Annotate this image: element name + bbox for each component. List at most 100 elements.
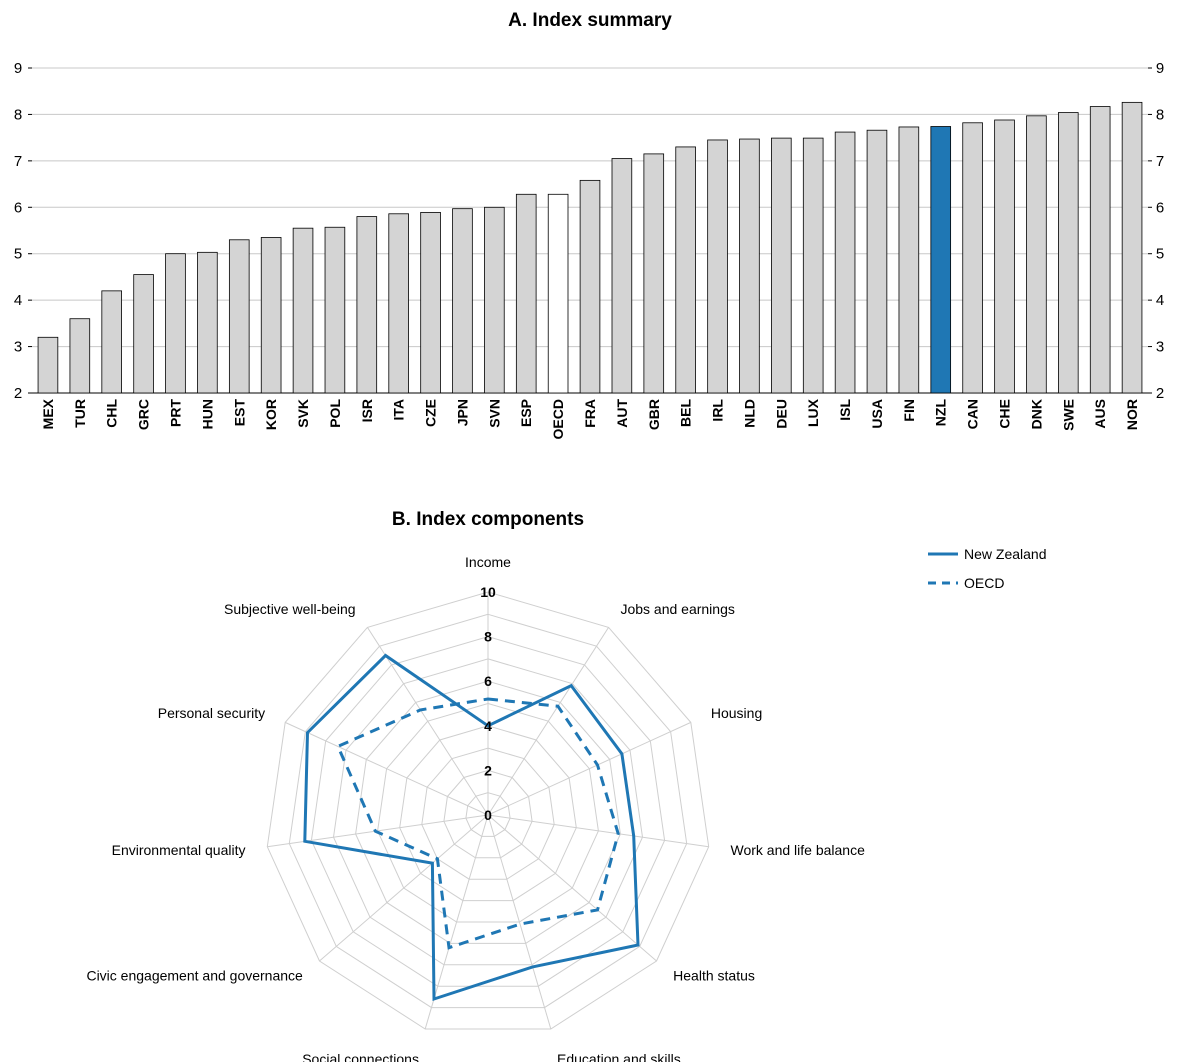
radar-spoke xyxy=(424,814,489,1030)
bar-swe xyxy=(1058,112,1079,394)
radar-ring-label: 0 xyxy=(484,807,492,823)
radar-ring-label: 6 xyxy=(484,673,492,689)
y-tick-label-left: 7 xyxy=(14,153,22,170)
y-tick-label-right: 4 xyxy=(1156,292,1164,309)
x-tick-label-dnk: DNK xyxy=(1028,399,1044,429)
bar-aus xyxy=(1089,106,1111,394)
bar-oecd xyxy=(547,193,569,394)
y-tick-label-left: 6 xyxy=(14,199,22,216)
x-tick-label-nzl: NZL xyxy=(933,399,949,427)
bar-ita xyxy=(388,213,409,394)
bar-svn xyxy=(484,206,505,394)
radar-ring xyxy=(465,792,511,837)
y-tick-label-right: 9 xyxy=(1156,60,1164,77)
x-tick-label-prt: PRT xyxy=(167,399,183,427)
y-tick-label-left: 4 xyxy=(14,292,22,309)
radar-ring xyxy=(288,613,688,1009)
bar-nld xyxy=(739,138,760,394)
radar-spoke xyxy=(487,627,609,816)
bar-aut xyxy=(611,158,633,394)
x-tick-label-lux: LUX xyxy=(805,398,821,427)
legend: New Zealand OECD xyxy=(928,546,1047,591)
x-tick-label-cze: CZE xyxy=(423,399,439,427)
bar-fra xyxy=(579,179,601,394)
x-tick-label-fin: FIN xyxy=(901,399,917,422)
radar-ring xyxy=(266,591,710,1030)
x-tick-label-gbr: GBR xyxy=(646,399,662,430)
x-tick-label-svn: SVN xyxy=(486,399,502,428)
radar-spoke xyxy=(487,814,657,962)
radar-axis-label: Social connections xyxy=(302,1051,419,1062)
x-tick-label-pol: POL xyxy=(327,399,343,428)
bar-hun xyxy=(197,251,218,394)
radar-ring xyxy=(355,680,621,944)
radar-axis-label: Education and skills xyxy=(557,1051,681,1062)
y-tick-label-right: 5 xyxy=(1156,246,1164,263)
radar-axis-label: Subjective well-being xyxy=(224,601,356,617)
y-tick-label-right: 6 xyxy=(1156,199,1164,216)
legend-label-new-zealand: New Zealand xyxy=(964,546,1047,562)
x-tick-label-mex: MEX xyxy=(40,398,56,429)
bar-nzl xyxy=(930,126,952,394)
radar-axis-label: Civic engagement and governance xyxy=(86,967,303,983)
bar-deu xyxy=(771,137,792,394)
radar-ring-label: 10 xyxy=(480,584,496,600)
y-tick-label-right: 7 xyxy=(1156,153,1164,170)
bar-cze xyxy=(420,211,441,394)
radar-spoke xyxy=(487,814,709,848)
bar-irl xyxy=(707,139,728,394)
radar-ring-label: 8 xyxy=(484,629,492,645)
radar-axis-label: Personal security xyxy=(158,705,265,721)
bar-lux xyxy=(802,137,824,394)
bar-chl xyxy=(101,290,122,394)
x-tick-label-irl: IRL xyxy=(710,399,726,422)
x-tick-label-jpn: JPN xyxy=(454,399,470,426)
bar-svk xyxy=(292,227,314,394)
radar-ring xyxy=(377,702,599,923)
bar-tur xyxy=(69,318,91,394)
radar-ring-label: 2 xyxy=(484,762,492,778)
x-tick-label-tur: TUR xyxy=(72,399,88,428)
legend-label-oecd: OECD xyxy=(964,575,1004,591)
bar-kor xyxy=(260,237,282,394)
radar-ring-label: 4 xyxy=(484,718,492,734)
x-tick-label-aus: AUS xyxy=(1092,399,1108,429)
bar-dnk xyxy=(1026,115,1047,394)
bar-jpn xyxy=(452,208,473,394)
bar-est xyxy=(228,239,250,394)
bar-pol xyxy=(324,226,346,394)
x-tick-label-isl: ISL xyxy=(837,399,853,421)
bar-bel xyxy=(675,146,696,394)
x-tick-label-swe: SWE xyxy=(1060,399,1076,431)
y-tick-label-left: 9 xyxy=(14,60,22,77)
radar-spoke xyxy=(284,721,489,816)
x-tick-label-nld: NLD xyxy=(741,399,757,428)
series-new-zealand xyxy=(303,653,640,1002)
radar-axis-label: Health status xyxy=(673,967,755,983)
bar-grc xyxy=(133,274,154,394)
bar-fin xyxy=(898,126,920,394)
radar-axis-label: Housing xyxy=(711,705,762,721)
x-tick-label-usa: USA xyxy=(869,399,885,429)
y-tick-label-left: 8 xyxy=(14,106,22,123)
x-tick-label-ita: ITA xyxy=(391,399,407,421)
radar-axis-label: Environmental quality xyxy=(112,842,246,858)
x-tick-label-nor: NOR xyxy=(1124,399,1140,430)
x-tick-label-bel: BEL xyxy=(678,399,694,427)
bar-prt xyxy=(165,253,186,394)
bar-mex xyxy=(37,336,59,394)
bar-can xyxy=(962,122,983,394)
y-tick-label-left: 2 xyxy=(14,385,22,402)
x-tick-label-grc: GRC xyxy=(136,399,152,430)
bar-esp xyxy=(515,193,537,394)
bar-nor xyxy=(1121,101,1143,394)
chart-a-title: A. Index summary xyxy=(508,10,672,31)
x-tick-label-isr: ISR xyxy=(359,399,375,422)
bar-chart-index-summary: A. Index summary 2 2 3 3 4 4 5 5 6 6 7 7 8 8 9 9 MEX TUR… xyxy=(14,10,1164,439)
radar-ring xyxy=(310,636,666,987)
x-tick-label-can: CAN xyxy=(965,399,981,429)
y-tick-label-left: 5 xyxy=(14,246,22,263)
radar-axis-label: Work and life balance xyxy=(731,842,866,858)
